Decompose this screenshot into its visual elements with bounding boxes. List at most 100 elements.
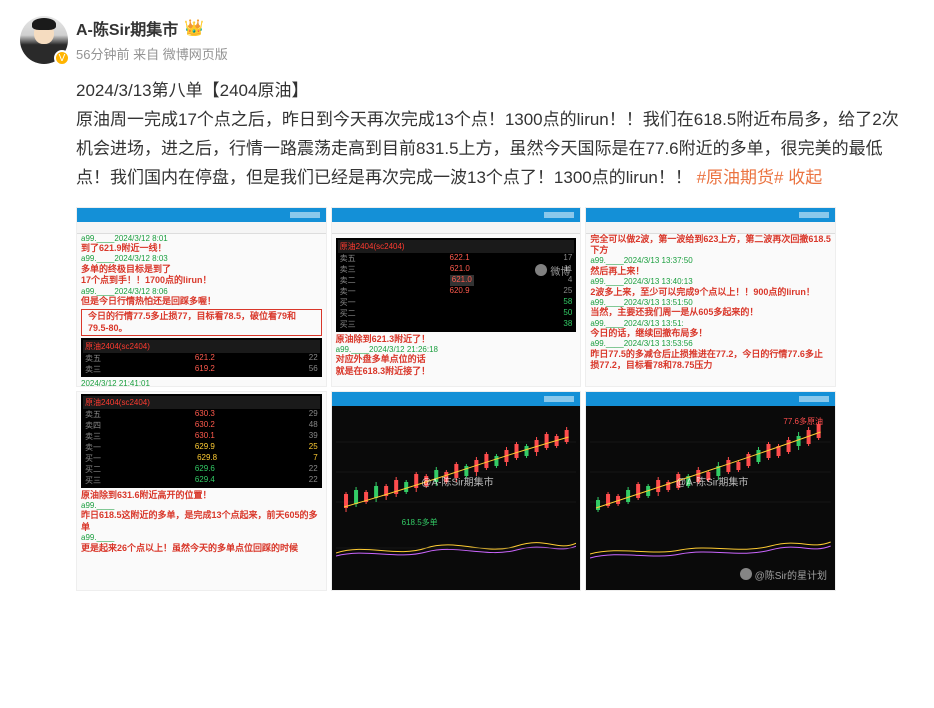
q-label: 卖一 <box>85 442 101 453</box>
q-label: 买三 <box>85 475 101 486</box>
post-meta: 56分钟前 来自 微博网页版 <box>76 44 914 63</box>
weibo-watermark: 微博 <box>535 263 570 278</box>
q-vol: 22 <box>309 464 318 475</box>
q-vol: 25 <box>563 286 572 297</box>
chat-msg: 17个点到手！！1700点的lirun！ <box>77 275 326 286</box>
chat-msg: 昨日618.5这附近的多单，是完成13个点起来，前天605的多单 <box>77 510 326 533</box>
q-label: 买三 <box>340 319 356 330</box>
chat-msg: 昨日77.5的多减仓后止损推进在77.2，今日的行情77.6多止损77.2，目标… <box>586 349 835 372</box>
chat-meta: a99.____2024/3/13 13:51:50 <box>586 298 835 308</box>
quote-title: 原油2404(sc2404) <box>338 240 575 253</box>
chat-msg: 多单的终极目标是到了 <box>77 264 326 275</box>
chat-meta: a99.____2024/3/12 8:06 <box>77 287 326 297</box>
q-vol: 38 <box>563 319 572 330</box>
chat-msg: 对应外盘多单点位的话 <box>332 354 581 365</box>
q-price: 619.2 <box>195 364 215 375</box>
quote-title: 原油2404(sc2404) <box>83 396 320 409</box>
chat-tabs <box>586 222 835 234</box>
q-price: 630.3 <box>195 409 215 420</box>
chat-msg: 今日的行情77.5多止损77，目标看78.5，破位看79和79.5-80。 <box>84 311 319 334</box>
corner-watermark: @陈Sir的星计划 <box>740 567 827 582</box>
q-label: 卖三 <box>340 264 356 275</box>
q-vol: 22 <box>309 475 318 486</box>
hashtag-link[interactable]: #原油期货# <box>697 168 784 187</box>
chat-meta: a99.____2024/3/13 13:40:13 <box>586 277 835 287</box>
chat-header <box>332 208 581 222</box>
q-price: 630.2 <box>195 420 215 431</box>
chat-msg: 到了621.9附近一线！ <box>77 243 326 254</box>
post-body: 2024/3/13第八单【2404原油】 原油周一完成17个点之后，昨日到今天再… <box>76 77 914 193</box>
chat-header <box>586 392 835 406</box>
chat-meta: a99.____2024/3/13 13:51: <box>586 319 835 329</box>
chat-msg: 原油除到621.3附近了！ <box>332 334 581 345</box>
chat-meta: a99.____2024/3/12 8:01 <box>77 234 326 244</box>
mini-quote: 原油2404(sc2404) 卖五622.117 卖三621.011 卖二621… <box>336 238 577 332</box>
q-price: 621.2 <box>195 353 215 364</box>
q-vol: 39 <box>309 431 318 442</box>
q-label: 卖四 <box>85 420 101 431</box>
q-price: 621.0 <box>450 264 470 275</box>
chat-tabs <box>77 222 326 234</box>
collapse-link[interactable]: 收起 <box>788 168 822 187</box>
author-name[interactable]: A-陈Sir期集市 <box>76 16 178 40</box>
chat-msg: 原油除到631.6附近高开的位置！ <box>77 490 326 501</box>
q-price: 620.9 <box>450 286 470 297</box>
image-cell-3[interactable]: 完全可以做2波，第一波给到623上方，第二波再次回撤618.5下方 a99.__… <box>585 207 836 387</box>
q-price: 629.9 <box>195 442 215 453</box>
q-label: 买二 <box>340 308 356 319</box>
center-watermark: @A-陈Sir期集市 <box>418 473 493 488</box>
chat-msg: 就是在618.3附近接了！ <box>332 366 581 377</box>
chat-meta: a99.____2024/3/13 13:37:50 <box>586 256 835 266</box>
q-price: 630.1 <box>195 431 215 442</box>
verify-badge: V <box>54 50 70 66</box>
chat-tabs <box>332 222 581 234</box>
image-cell-6[interactable]: 77.6多原油 @A-陈Sir期集市 @陈Sir的星计划 <box>585 391 836 591</box>
q-label: 卖五 <box>85 409 101 420</box>
crown-icon: 👑 <box>184 18 204 38</box>
indicator-plot <box>590 528 831 568</box>
mini-quote: 原油2404(sc2404) 卖五621.222 卖三619.256 <box>81 338 322 377</box>
image-cell-4[interactable]: 原油2404(sc2404) 卖五 630.3 29 卖四 630.2 48 卖三 630… <box>76 391 327 591</box>
image-grid: a99.____2024/3/12 8:01 到了621.9附近一线！ a99.… <box>76 207 836 591</box>
q-vol: 29 <box>309 409 318 420</box>
post-header: A-陈Sir期集市 👑 <box>76 16 914 40</box>
indicator-plot <box>336 528 577 568</box>
center-watermark: @A-陈Sir期集市 <box>673 473 748 488</box>
chat-msg: 完全可以做2波，第一波给到623上方，第二波再次回撤618.5下方 <box>586 234 835 257</box>
post-time[interactable]: 56分钟前 <box>76 47 129 62</box>
q-label: 卖三 <box>85 431 101 442</box>
chat-msg: 今日的话，继续回撤布局多！ <box>586 328 835 339</box>
candlestick-chart: 618.5多单 @A-陈Sir期集市 <box>332 392 581 590</box>
highlight-box: 今日的行情77.5多止损77，目标看78.5，破位看79和79.5-80。 <box>81 309 322 336</box>
candle-plot <box>590 412 831 532</box>
chat-header <box>332 392 581 406</box>
chat-meta: a99.____2024/3/13 13:53:56 <box>586 339 835 349</box>
chat-header <box>77 208 326 222</box>
content-column: A-陈Sir期集市 👑 56分钟前 来自 微博网页版 2024/3/13第八单【… <box>76 16 914 591</box>
body-line-1: 2024/3/13第八单【2404原油】 <box>76 77 914 106</box>
q-vol: 22 <box>309 353 318 364</box>
candle-plot <box>336 412 577 532</box>
chat-meta: a99.____ <box>77 533 326 543</box>
q-label: 卖一 <box>340 286 356 297</box>
q-price: 621.0 <box>450 275 474 286</box>
image-cell-1[interactable]: a99.____2024/3/12 8:01 到了621.9附近一线！ a99.… <box>76 207 327 387</box>
mini-quote: 原油2404(sc2404) 卖五 630.3 29 卖四 630.2 48 卖三 630… <box>81 394 322 488</box>
q-label: 卖二 <box>340 275 356 286</box>
weibo-post: V A-陈Sir期集市 👑 56分钟前 来自 微博网页版 2024/3/13第八… <box>0 0 934 607</box>
image-cell-2[interactable]: 原油2404(sc2404) 卖五622.117 卖三621.011 卖二621… <box>331 207 582 387</box>
chat-msg: 更是起来26个点以上！虽然今天的多单点位回踩的时候 <box>77 543 326 554</box>
chat-msg: 然后再上来！ <box>586 266 835 277</box>
chat-msg: 2波多上来，至少可以完成9个点以上！！900点的lirun！ <box>586 287 835 298</box>
chart-annotation: 77.6多原油 <box>783 416 823 427</box>
q-vol: 48 <box>309 420 318 431</box>
quote-title: 原油2404(sc2404) <box>83 340 320 353</box>
q-label: 买一 <box>85 453 101 464</box>
q-vol: 50 <box>563 308 572 319</box>
post-source[interactable]: 微博网页版 <box>163 47 228 62</box>
q-price: 629.8 <box>197 453 217 464</box>
chat-meta: a99.____2024/3/12 8:03 <box>77 254 326 264</box>
image-cell-5[interactable]: 618.5多单 @A-陈Sir期集市 <box>331 391 582 591</box>
q-label: 卖五 <box>340 253 356 264</box>
avatar-column: V <box>20 16 76 591</box>
